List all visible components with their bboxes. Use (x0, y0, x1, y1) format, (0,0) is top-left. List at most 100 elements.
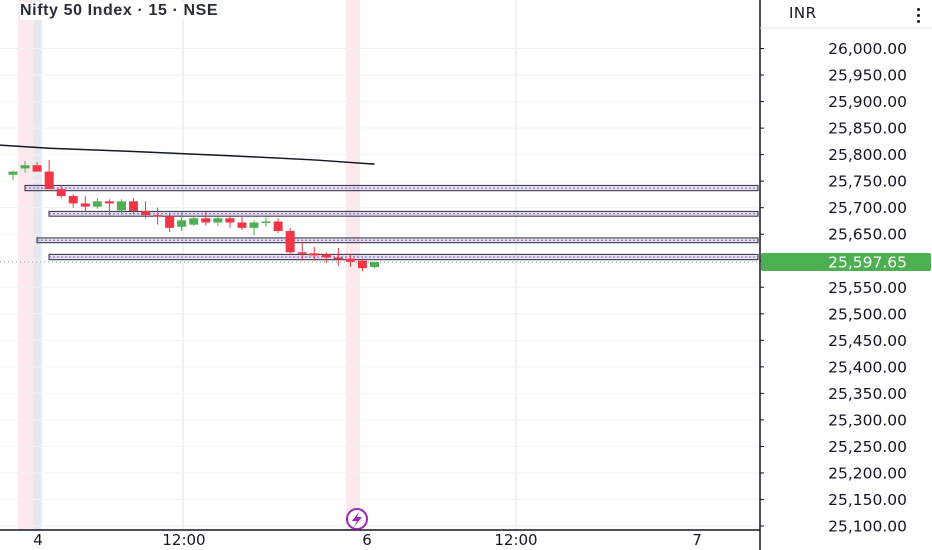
candle-body[interactable] (32, 165, 42, 172)
moving-average-line (0, 144, 375, 165)
candle-body[interactable] (92, 201, 102, 207)
candles-layer[interactable] (8, 159, 380, 272)
candle-body[interactable] (165, 216, 175, 228)
time-axis-background (0, 530, 759, 550)
time-tick-label: 12:00 (162, 531, 205, 549)
currency-label[interactable]: INR (789, 4, 817, 22)
candle-body[interactable] (153, 215, 163, 217)
candle-body[interactable] (213, 218, 223, 223)
candle-body[interactable] (285, 231, 295, 253)
candle-body[interactable] (321, 254, 331, 258)
candle-body[interactable] (80, 203, 90, 207)
price-tick-label: 25,800.00 (828, 146, 907, 164)
price-tick-label: 25,100.00 (828, 518, 907, 536)
session-break-band (34, 0, 41, 530)
candle-body[interactable] (104, 201, 114, 204)
candle[interactable] (237, 217, 247, 230)
candle-body[interactable] (56, 189, 66, 197)
candle-body[interactable] (20, 165, 30, 169)
time-tick-label: 6 (362, 531, 372, 549)
candle-body[interactable] (116, 201, 126, 211)
candle[interactable] (141, 201, 151, 219)
candle[interactable] (68, 193, 78, 208)
candle[interactable] (225, 216, 235, 228)
candle[interactable] (273, 218, 283, 234)
candle[interactable] (165, 212, 175, 233)
chart-grid (0, 0, 758, 530)
candle-body[interactable] (273, 221, 283, 232)
moving-average-layer (0, 144, 375, 165)
candle[interactable] (44, 159, 54, 190)
candle[interactable] (370, 261, 379, 269)
candle-body[interactable] (370, 261, 379, 268)
price-tick-label: 25,850.00 (828, 120, 907, 138)
zone-rectangle[interactable] (48, 253, 759, 261)
candle[interactable] (213, 216, 223, 226)
price-tick-label: 25,650.00 (828, 226, 907, 244)
candle[interactable] (32, 162, 42, 172)
price-tick-label: 25,950.00 (828, 67, 907, 85)
price-tick-label: 25,200.00 (828, 464, 907, 482)
candle-body[interactable] (129, 201, 138, 211)
candle-body[interactable] (201, 218, 211, 223)
candle[interactable] (249, 220, 259, 236)
zone-box[interactable] (48, 253, 759, 261)
candle[interactable] (129, 198, 138, 213)
candle-body[interactable] (141, 210, 151, 216)
price-tick-label: 25,250.00 (828, 438, 907, 456)
candle-body[interactable] (261, 221, 271, 223)
candle-body[interactable] (297, 252, 307, 254)
candle-body[interactable] (44, 171, 54, 190)
current-price-tag[interactable]: 25,597.65 (761, 252, 931, 272)
price-tick-label: 25,700.00 (828, 199, 907, 217)
zones-layer[interactable] (24, 184, 759, 261)
lightning-icon[interactable] (346, 508, 368, 530)
candle-body[interactable] (68, 196, 78, 204)
candle[interactable] (285, 227, 295, 255)
candle-body[interactable] (237, 222, 247, 228)
more-vertical-icon[interactable] (913, 8, 923, 24)
candle-body[interactable] (345, 258, 355, 262)
candle-body[interactable] (333, 257, 343, 260)
candle-body[interactable] (225, 218, 235, 223)
candle[interactable] (261, 217, 271, 227)
candle[interactable] (321, 252, 331, 264)
zone-rectangle[interactable] (36, 237, 759, 244)
candle[interactable] (8, 170, 18, 181)
candle[interactable] (104, 199, 114, 216)
candle-body[interactable] (8, 171, 18, 175)
candle[interactable] (56, 185, 66, 199)
candle[interactable] (309, 246, 319, 261)
candle[interactable] (345, 254, 355, 268)
time-tick-label: 12:00 (494, 531, 537, 549)
candle-body[interactable] (189, 218, 199, 225)
price-tick-label: 25,450.00 (828, 332, 907, 350)
price-tick-label: 25,550.00 (828, 279, 907, 297)
price-tick-label: 25,500.00 (828, 305, 907, 323)
price-tick-label: 25,300.00 (828, 411, 907, 429)
price-tick-label: 25,350.00 (828, 385, 907, 403)
candle[interactable] (357, 258, 367, 272)
candle-body[interactable] (357, 260, 367, 269)
price-tick-label: 25,750.00 (828, 173, 907, 191)
price-axis[interactable]: 26,000.00 25,950.00 25,900.00 25,850.00 25,8… (759, 0, 932, 550)
candle-body[interactable] (249, 222, 259, 228)
chart-title: Nifty 50 Index · 15 · NSE (20, 2, 219, 20)
candle[interactable] (201, 211, 211, 226)
time-axis[interactable]: 4 12:00 6 12:00 7 (0, 529, 760, 550)
candle[interactable] (189, 216, 199, 226)
candle-body[interactable] (309, 253, 319, 256)
candle[interactable] (333, 248, 343, 267)
zone-rectangle[interactable] (48, 210, 759, 217)
candle[interactable] (92, 198, 102, 209)
candle[interactable] (80, 196, 90, 212)
candle[interactable] (153, 207, 163, 225)
candle[interactable] (177, 211, 187, 232)
candle[interactable] (116, 199, 126, 213)
zone-rectangle[interactable] (24, 184, 759, 192)
current-price-badge[interactable] (761, 252, 931, 271)
candle[interactable] (297, 241, 307, 260)
candle-body[interactable] (177, 220, 187, 227)
candle[interactable] (20, 160, 30, 173)
